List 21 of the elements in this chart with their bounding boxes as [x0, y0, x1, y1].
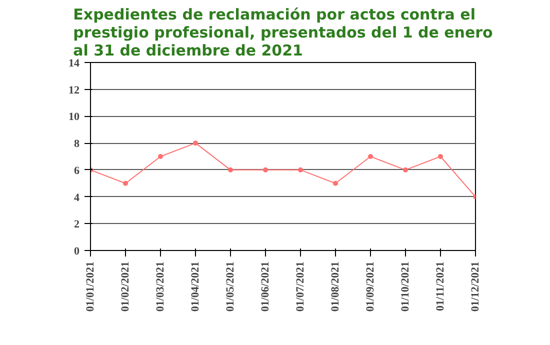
x-tick-label: 01/05/2021: [224, 261, 236, 312]
x-tick-label: 01/06/2021: [260, 261, 272, 312]
x-tick-label: 01/12/2021: [470, 261, 482, 312]
y-tick-label: 4: [74, 192, 80, 204]
x-tick-label: 01/11/2021: [434, 261, 446, 312]
y-tick-label: 12: [68, 84, 80, 96]
y-tick-label: 0: [74, 246, 80, 258]
x-tick-label: 01/01/2021: [84, 261, 96, 312]
y-tick-label: 6: [74, 164, 80, 177]
chart-title: Expedientes de reclamación por actos contra el prestigio profesional, presentados del 1 de enero al 31 de diciembre de 2021: [73, 6, 493, 60]
x-tick-label: 01/04/2021: [190, 261, 202, 312]
x-tick-label: 01/10/2021: [400, 261, 412, 312]
x-tick-label: 01/07/2021: [294, 261, 306, 312]
y-tick-label: 8: [74, 138, 80, 150]
y-tick-label: 14: [68, 58, 80, 70]
x-tick-label: 01/09/2021: [364, 261, 376, 312]
y-tick-label: 2: [74, 218, 80, 231]
x-tick-label: 01/03/2021: [154, 261, 166, 312]
y-tick-label: 10: [68, 111, 80, 124]
x-tick-label: 01/08/2021: [330, 261, 342, 312]
x-tick-label: 01/02/2021: [120, 261, 132, 312]
